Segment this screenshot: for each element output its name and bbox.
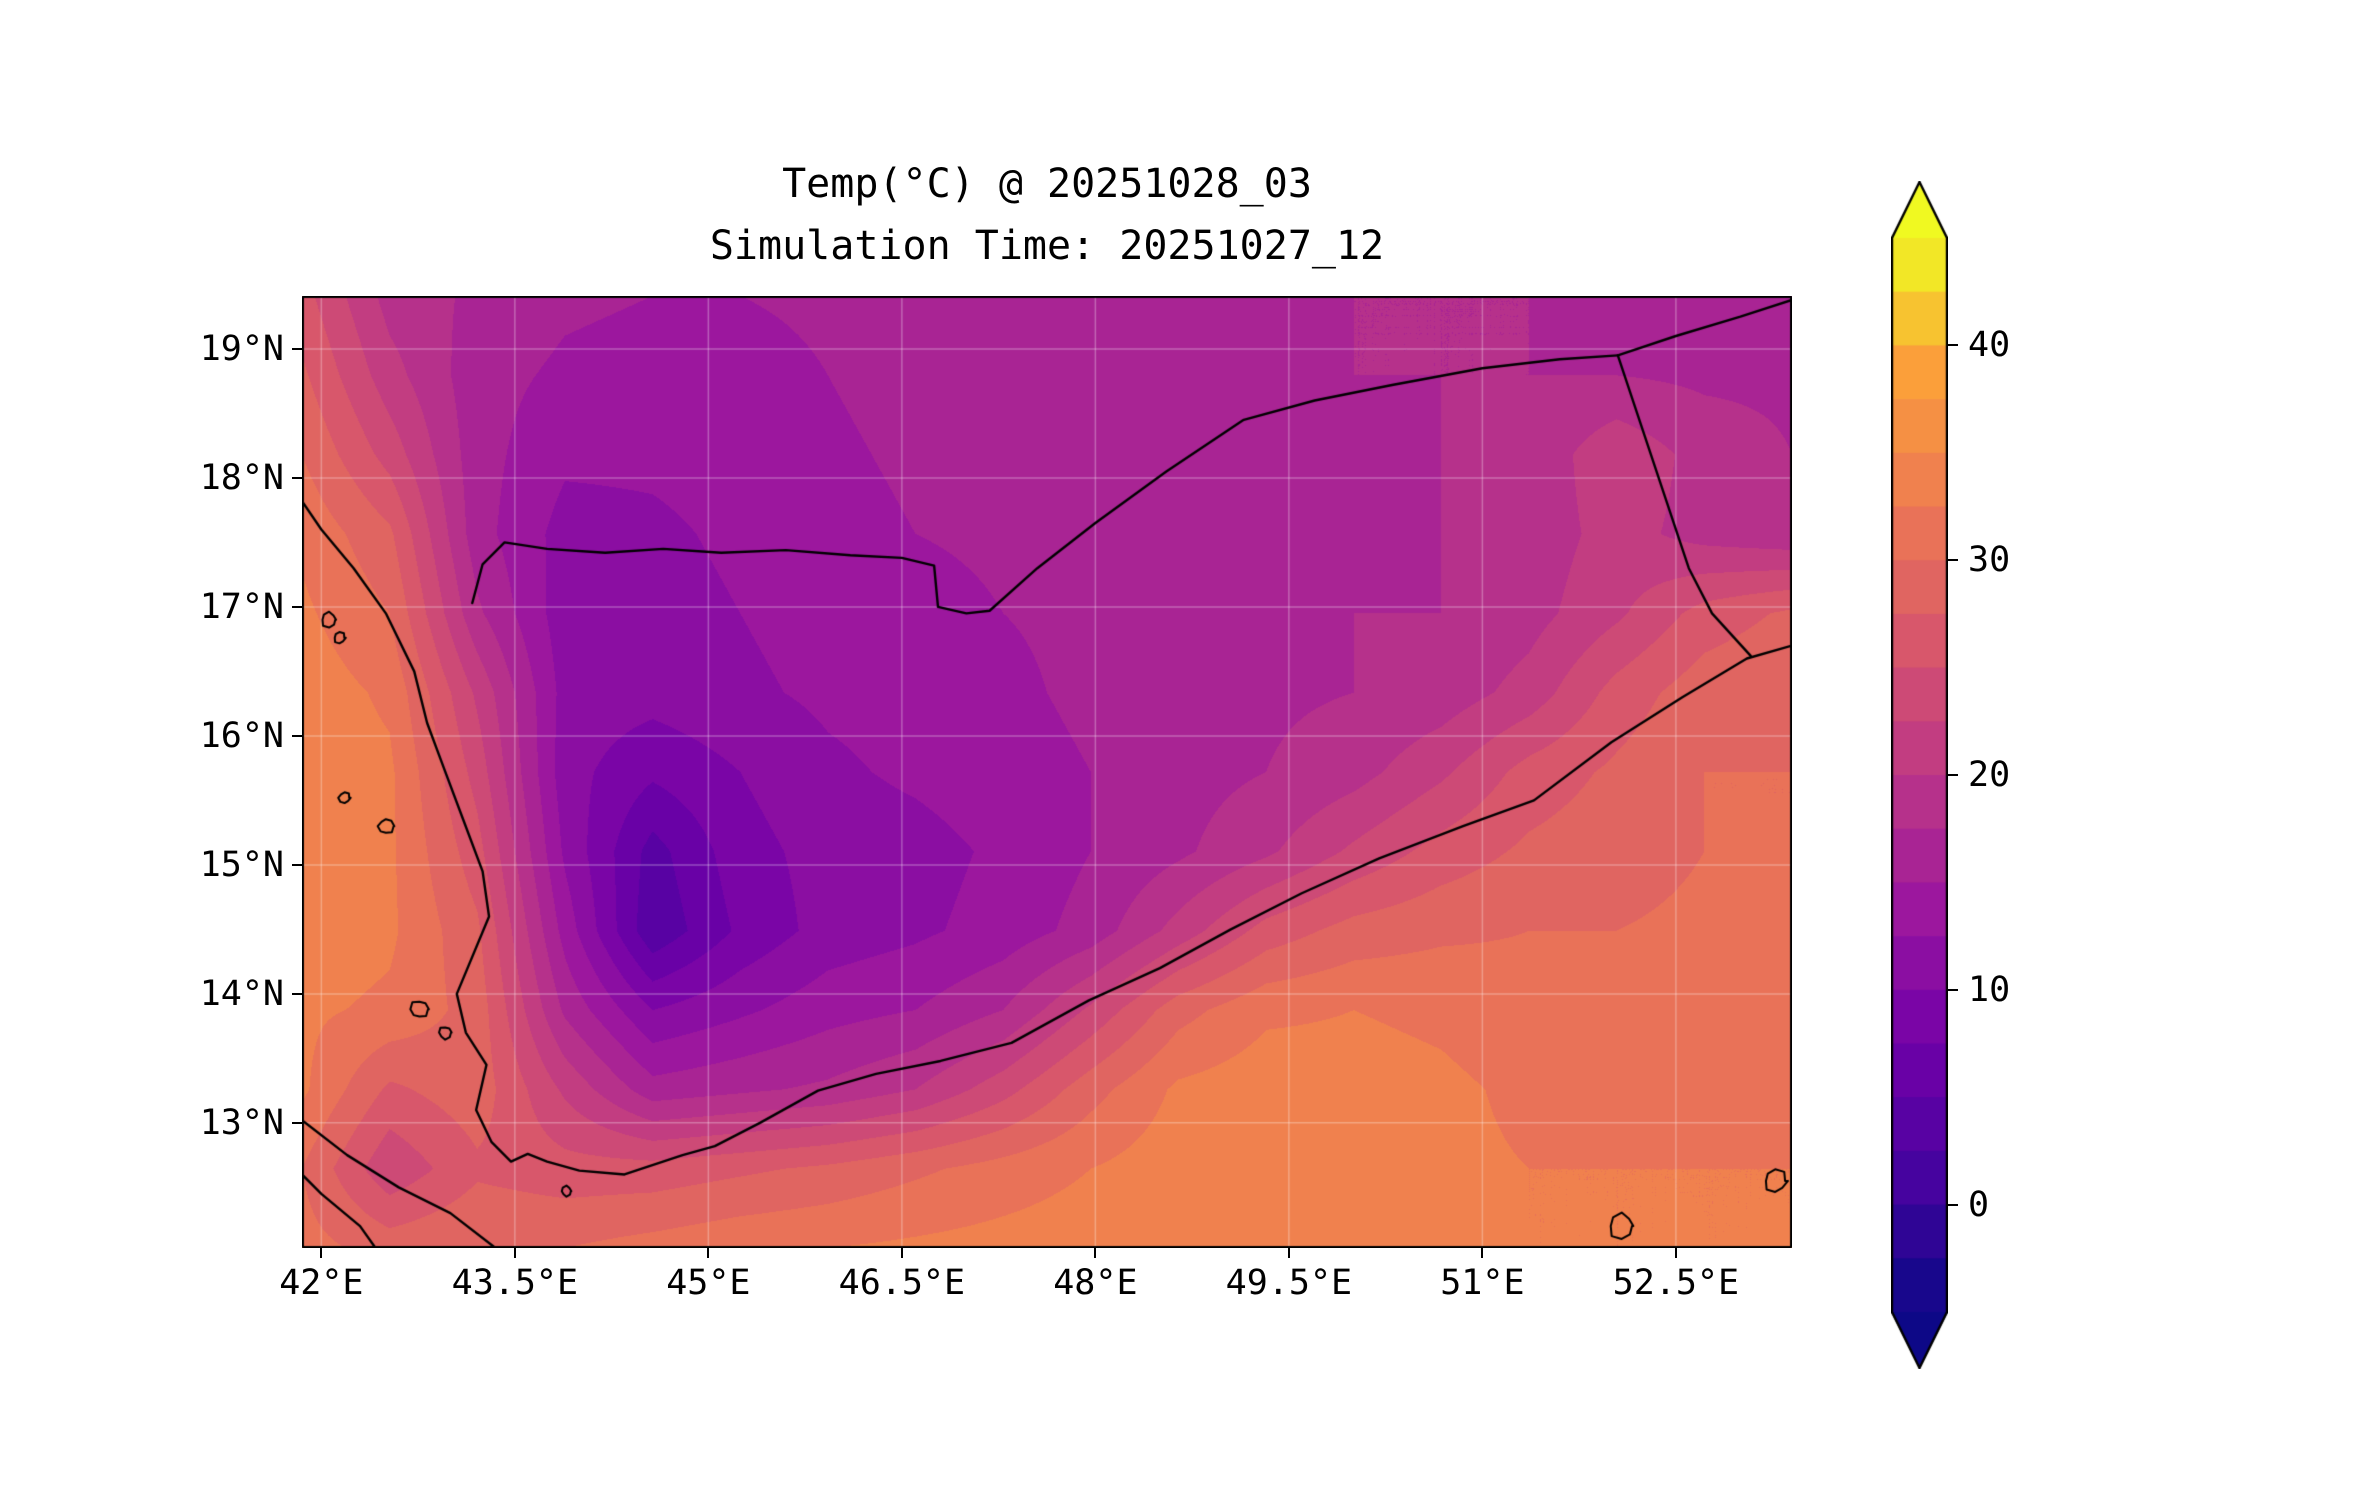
colorbar-canvas <box>1891 181 1948 1369</box>
y-tick-mark <box>292 992 302 995</box>
colorbar-tick-label: 10 <box>1968 969 2011 1010</box>
colorbar-tick-mark <box>1948 774 1958 776</box>
x-tick-mark <box>1674 1248 1677 1258</box>
x-tick-label: 45°E <box>666 1263 751 1303</box>
y-tick-mark <box>292 476 302 479</box>
y-tick-mark <box>292 605 302 608</box>
colorbar-tick-label: 40 <box>1968 325 2011 366</box>
x-tick-mark <box>513 1248 516 1258</box>
y-tick-label: 18°N <box>199 457 284 498</box>
x-tick-mark <box>900 1248 903 1258</box>
y-tick-label: 16°N <box>199 715 284 756</box>
colorbar-tick-mark <box>1948 1203 1958 1206</box>
chart-subtitle: Simulation Time: 20251027_12 <box>709 223 1385 269</box>
y-tick-mark <box>292 347 302 350</box>
x-tick-mark <box>1094 1248 1097 1258</box>
x-tick-mark <box>1481 1248 1484 1258</box>
y-tick-label: 14°N <box>199 973 284 1014</box>
x-tick-mark <box>707 1248 710 1258</box>
x-tick-label: 51°E <box>1440 1263 1525 1303</box>
colorbar-tick-label: 0 <box>1968 1184 1990 1225</box>
colorbar-tick-mark <box>1948 988 1958 991</box>
x-tick-label: 52.5°E <box>1612 1263 1740 1303</box>
chart-title: Temp(°C) @ 20251028_03 <box>782 161 1312 207</box>
colorbar-tick-mark <box>1948 344 1958 347</box>
x-tick-label: 42°E <box>279 1263 364 1303</box>
x-tick-mark <box>1287 1248 1290 1258</box>
y-tick-mark <box>292 863 302 866</box>
colorbar-tick-label: 20 <box>1968 755 2011 795</box>
colorbar-tick-label: 30 <box>1968 540 2011 581</box>
x-tick-label: 46.5°E <box>838 1263 966 1303</box>
x-tick-label: 49.5°E <box>1225 1263 1353 1303</box>
x-tick-mark <box>320 1248 323 1258</box>
y-tick-label: 17°N <box>199 586 284 627</box>
x-tick-label: 48°E <box>1053 1263 1138 1303</box>
x-tick-label: 43.5°E <box>451 1263 579 1303</box>
y-tick-mark <box>292 1121 302 1124</box>
colorbar-tick-mark <box>1948 559 1958 562</box>
y-tick-label: 19°N <box>199 328 284 369</box>
y-tick-label: 15°N <box>199 844 284 885</box>
temperature-map-canvas <box>302 296 1792 1248</box>
y-tick-label: 13°N <box>199 1102 284 1143</box>
y-tick-mark <box>292 734 302 737</box>
